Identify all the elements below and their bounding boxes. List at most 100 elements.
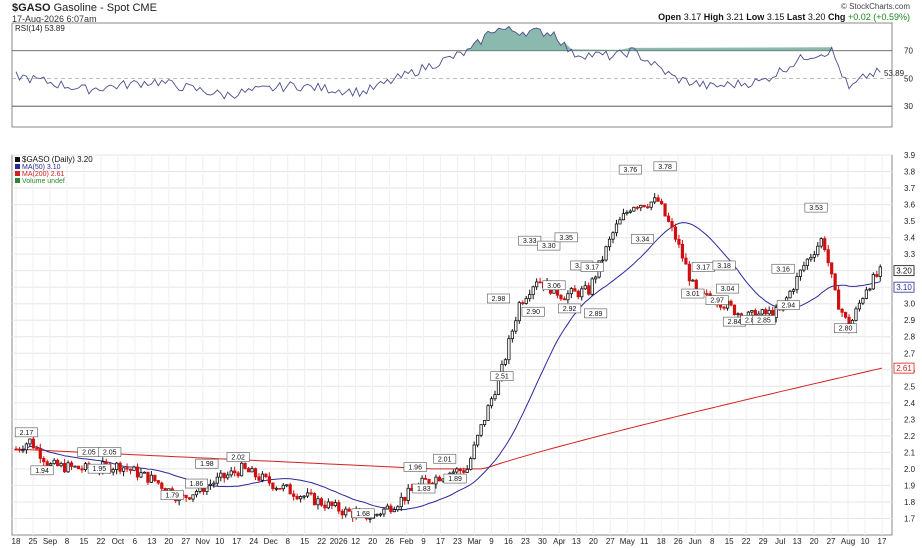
x-tick-label: May: [620, 537, 635, 546]
candle-body: [857, 302, 862, 310]
y-tick-label: 2.7: [904, 349, 916, 358]
price-annotation-box: [804, 202, 828, 213]
candle-body: [583, 285, 587, 290]
candle-body: [566, 293, 570, 301]
candle-body: [323, 504, 327, 509]
candle-body: [260, 473, 265, 481]
candle-body: [823, 238, 827, 251]
candle-body: [319, 498, 324, 506]
price-tag: [893, 281, 915, 293]
price-annotation: 3.76: [624, 167, 638, 174]
y-tick-label: 3.7: [904, 184, 916, 193]
x-tick-label: 8: [285, 537, 290, 546]
exchange: CME: [132, 2, 157, 14]
candle-body: [316, 498, 320, 506]
candle-body: [684, 257, 688, 265]
candle-body: [302, 495, 306, 498]
x-tick-label: 24: [249, 537, 258, 546]
rsi-level-label: 50: [904, 74, 913, 83]
price-annotation: 1.89: [448, 476, 462, 483]
price-annotation: 2.85: [745, 317, 759, 324]
candle-body: [798, 269, 803, 277]
candle-body: [621, 213, 626, 221]
price-annotation: 3.17: [696, 265, 710, 272]
candle-body: [208, 483, 212, 486]
x-tick-label: 23: [521, 537, 530, 546]
y-tick-label: 1.7: [904, 514, 916, 523]
y-tick-label: 2.1: [904, 448, 916, 457]
price-annotation: 2.85: [757, 317, 771, 324]
candle-body: [222, 472, 226, 479]
price-annotation-box: [30, 465, 54, 476]
candle-body: [514, 320, 518, 332]
x-tick-label: 13: [793, 537, 802, 546]
candle-body: [76, 465, 81, 470]
y-tick-label: 2.5: [904, 382, 916, 391]
price-annotation: 3.01: [686, 291, 700, 298]
candle-body: [330, 501, 334, 506]
candle-body: [875, 274, 879, 277]
price-annotation-box: [712, 260, 736, 271]
x-tick-label: Nov: [196, 537, 210, 546]
price-annotation-box: [631, 234, 655, 244]
candle-body: [521, 302, 525, 305]
stockcharts-logo: © StockCharts.com: [840, 2, 910, 11]
y-tick-label: 2.0: [904, 465, 916, 474]
candle-body: [791, 289, 796, 292]
candle-body: [594, 276, 598, 280]
x-tick-label: 13: [147, 537, 156, 546]
candle-body: [337, 502, 341, 512]
candle-body: [670, 221, 674, 228]
price-annotation: 2.02: [231, 455, 245, 462]
high-value: 3.21: [726, 12, 744, 22]
legend-entry: MA(200) 2.61: [22, 171, 65, 178]
candle-body: [382, 508, 386, 515]
candle-body: [257, 476, 261, 481]
chg-label: Chg: [827, 12, 846, 22]
candle-body: [403, 496, 407, 501]
y-tick-label: 2.2: [904, 432, 916, 441]
candle-body: [809, 256, 813, 260]
candle-body: [732, 304, 737, 316]
candle-body: [764, 309, 768, 315]
x-tick-label: 27: [181, 537, 190, 546]
x-tick-label: 27: [827, 537, 836, 546]
candle-body: [326, 501, 330, 509]
candle-body: [153, 474, 157, 481]
candle-body: [142, 471, 147, 474]
y-tick-label: 3.5: [904, 217, 916, 226]
candle-body: [465, 468, 469, 473]
legend-entry: $GASO (Daily) 3.20: [22, 155, 93, 164]
high-label: High: [703, 12, 724, 22]
candle-body: [396, 506, 400, 511]
price-annotation: 2.01: [438, 456, 452, 463]
candle-body: [493, 394, 497, 400]
candle-body: [600, 259, 605, 262]
rsi-level-label: 70: [904, 47, 913, 56]
x-tick-label: Mar: [468, 537, 482, 546]
price-annotation-box: [752, 315, 776, 325]
candle-body: [42, 458, 46, 463]
price-annotation-box: [98, 447, 122, 457]
candle-body: [802, 265, 806, 271]
ohlc-summary: Open 3.17 High 3.21 Low 3.15 Last 3.20 C…: [658, 12, 910, 22]
candle-body: [80, 468, 84, 471]
candle-body: [347, 508, 351, 512]
candle-body: [14, 448, 18, 451]
last-label: Last: [786, 12, 806, 22]
price-annotation-box: [433, 453, 457, 464]
x-tick-label: 17: [878, 537, 887, 546]
candle-body: [229, 470, 233, 476]
x-tick-label: 15: [725, 537, 734, 546]
price-annotation-box: [403, 462, 427, 472]
candle-body: [854, 308, 858, 321]
candle-body: [212, 482, 216, 485]
candle-body: [510, 330, 514, 340]
candle-body: [420, 477, 424, 485]
candle-body: [240, 462, 244, 477]
candle-body: [691, 279, 695, 282]
candle-body: [611, 232, 615, 240]
candle-body: [538, 281, 542, 284]
candle-body: [531, 286, 535, 295]
